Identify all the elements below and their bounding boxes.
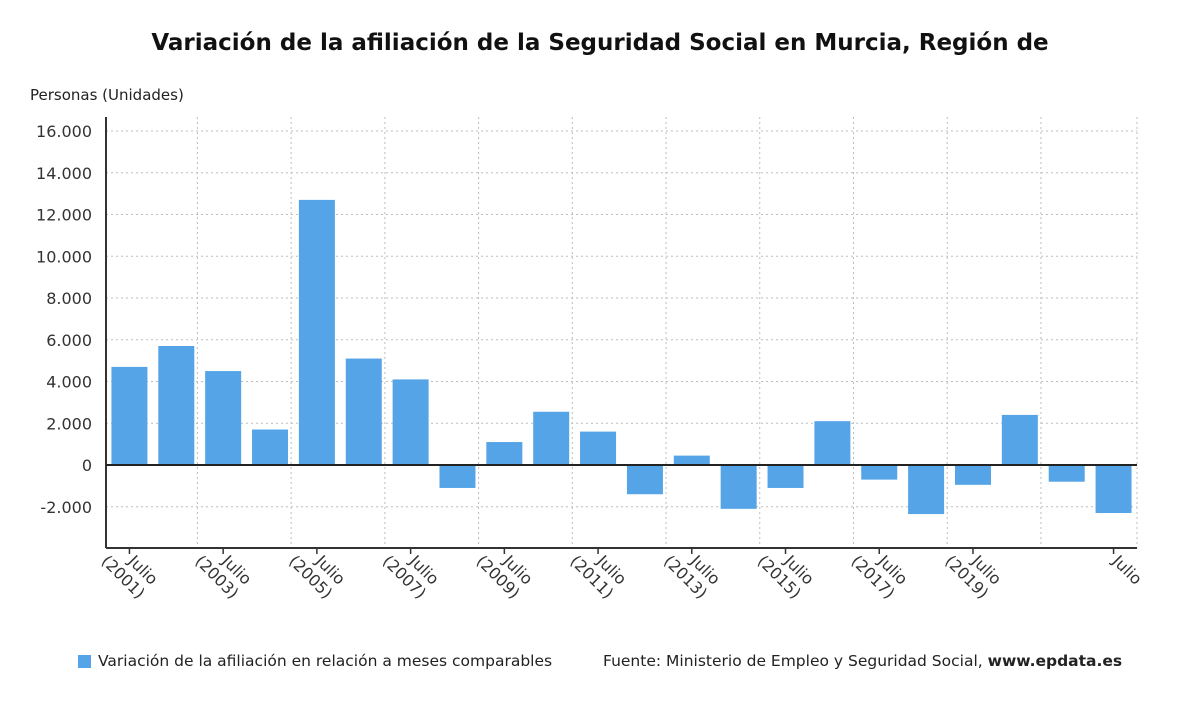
bar-2011 [580, 431, 617, 465]
y-tick-label: 10.000 [36, 247, 92, 266]
axes [105, 117, 1137, 549]
source-credit: Fuente: Ministerio de Empleo y Seguridad… [603, 652, 1122, 670]
bar-2022 [1095, 465, 1132, 514]
y-tick-label: 16.000 [36, 122, 92, 141]
y-tick-label: 14.000 [36, 164, 92, 183]
legend-swatch [78, 654, 91, 668]
bar-2010 [533, 411, 570, 465]
y-tick-label: 4.000 [46, 373, 92, 392]
bar-2005 [298, 199, 335, 465]
bar-2014 [720, 465, 757, 509]
bar-2001 [111, 366, 148, 465]
horizontal-gridlines [106, 130, 1137, 508]
bar-2006 [345, 358, 382, 465]
bar-2015 [767, 465, 804, 488]
bar-2003 [205, 371, 242, 465]
y-tick-label: 12.000 [36, 206, 92, 225]
y-tick-label: 6.000 [46, 331, 92, 350]
bar-2008 [439, 465, 476, 488]
bar-2013 [673, 455, 710, 465]
y-tick-label: 0 [82, 456, 92, 475]
legend: Variación de la afiliación en relación a… [78, 652, 552, 670]
y-tick-label: 2.000 [46, 414, 92, 433]
source-text: Fuente: Ministerio de Empleo y Seguridad… [603, 652, 988, 670]
bar-2016 [814, 421, 851, 465]
bar-2020 [1001, 414, 1038, 465]
x-tick-label-group: Julio [1108, 551, 1146, 589]
bar-2012 [626, 465, 663, 495]
vertical-gridlines [196, 117, 1138, 548]
bar-2009 [486, 442, 523, 465]
bar-2002 [158, 346, 195, 465]
y-axis-label: Personas (Unidades) [30, 86, 184, 104]
bar-2018 [908, 465, 945, 515]
chart-title: Variación de la afiliación de la Segurid… [151, 30, 1049, 56]
source-site: www.epdata.es [987, 652, 1123, 670]
legend-label: Variación de la afiliación en relación a… [98, 652, 553, 670]
bar-2007 [392, 379, 429, 465]
bars [111, 199, 1132, 515]
bar-2021 [1048, 465, 1085, 482]
y-tick-label: 8.000 [46, 289, 92, 308]
y-tick-label: -2.000 [40, 498, 92, 517]
x-tick-label: Julio [1108, 551, 1146, 589]
y-tick-labels: 16.000 14.000 12.000 10.000 8.000 6.000 4.000 2… [36, 122, 92, 517]
bar-2004 [252, 429, 289, 465]
bar-2017 [861, 465, 898, 480]
bar-2019 [954, 465, 991, 485]
